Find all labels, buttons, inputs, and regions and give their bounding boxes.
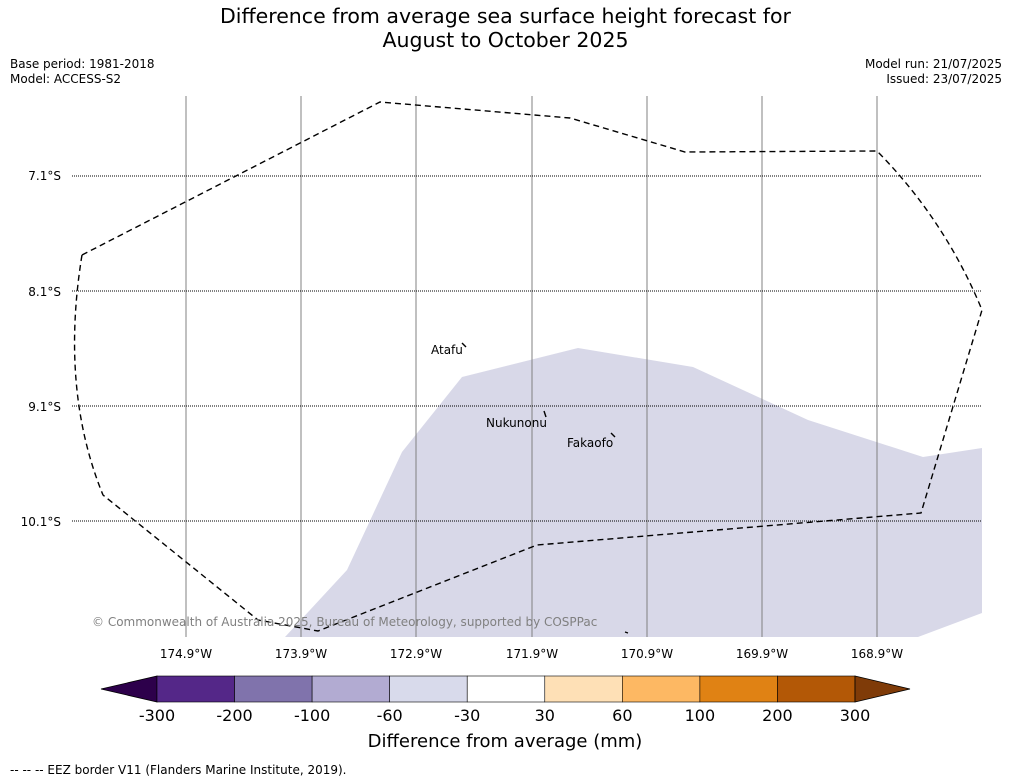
colorbar-bin bbox=[699, 675, 778, 703]
colorbar-tick-label: -60 bbox=[377, 706, 403, 725]
lon-label: 168.9°W bbox=[851, 647, 903, 661]
lon-label: 170.9°W bbox=[621, 647, 673, 661]
colorbar-extend-max bbox=[854, 675, 911, 703]
colorbar-bin bbox=[156, 675, 235, 703]
issued-date: Issued: 23/07/2025 bbox=[886, 72, 1002, 86]
nukunonu-label: Nukunonu bbox=[486, 416, 547, 430]
colorbar-tick-label: 30 bbox=[535, 706, 555, 725]
colorbar-extend-min bbox=[100, 675, 158, 703]
fakaofo-atoll-shape bbox=[610, 432, 616, 438]
atafu-label: Atafu bbox=[431, 343, 463, 357]
colorbar-tick-label: 200 bbox=[762, 706, 793, 725]
atafu-atoll-shape bbox=[461, 342, 467, 348]
colorbar-tick-label: 300 bbox=[840, 706, 871, 725]
colorbar: -300 -200 -100 -60 -30 30 60 100 200 300 Differen… bbox=[100, 675, 911, 752]
title-line-2: August to October 2025 bbox=[382, 28, 629, 52]
chart-title: Difference from average sea surface heig… bbox=[0, 4, 1011, 52]
colorbar-tick-label: 100 bbox=[685, 706, 716, 725]
colorbar-title: Difference from average (mm) bbox=[368, 731, 643, 752]
colorbar-bin bbox=[389, 675, 468, 703]
eez-border bbox=[73, 101, 983, 632]
meta-right: Model run: 21/07/2025 Issued: 23/07/2025 bbox=[865, 57, 1002, 87]
colorbar-tick-label: -30 bbox=[454, 706, 480, 725]
lon-label: 174.9°W bbox=[160, 647, 212, 661]
model-name: Model: ACCESS-S2 bbox=[10, 72, 122, 86]
colorbar-bin bbox=[466, 675, 546, 703]
lon-label: 172.9°W bbox=[390, 647, 442, 661]
colorbar-bin bbox=[544, 675, 623, 703]
copyright-notice: © Commonwealth of Australia 2025, Bureau… bbox=[92, 615, 597, 629]
lon-label: 169.9°W bbox=[736, 647, 788, 661]
colorbar-bin bbox=[777, 675, 856, 703]
sea-height-anomaly-region bbox=[285, 348, 982, 637]
colorbar-tick-label: 60 bbox=[612, 706, 632, 725]
colorbar-tick-label: -100 bbox=[294, 706, 330, 725]
lat-label: 8.1°S bbox=[28, 285, 61, 299]
nukunonu-island: Nukunonu bbox=[486, 410, 547, 430]
meta-left: Base period: 1981-2018 Model: ACCESS-S2 bbox=[10, 57, 155, 87]
atafu-island: Atafu bbox=[431, 342, 467, 357]
colorbar-tick-label: -300 bbox=[139, 706, 175, 725]
eez-legend-note: -- -- -- EEZ border V11 (Flanders Marine… bbox=[10, 763, 347, 777]
fakaofo-label: Fakaofo bbox=[567, 436, 613, 450]
lon-label: 173.9°W bbox=[275, 647, 327, 661]
fakaofo-island: Fakaofo bbox=[567, 432, 616, 450]
title-line-1: Difference from average sea surface heig… bbox=[220, 4, 791, 28]
lat-label: 10.1°S bbox=[21, 515, 61, 529]
lat-label: 9.1°S bbox=[28, 400, 61, 414]
lon-label: 171.9°W bbox=[506, 647, 558, 661]
nukunonu-atoll-shape bbox=[543, 410, 547, 418]
lat-label: 7.1°S bbox=[28, 169, 61, 183]
small-island-mark bbox=[624, 631, 629, 634]
colorbar-bin bbox=[234, 675, 313, 703]
colorbar-tick-label: -200 bbox=[216, 706, 252, 725]
base-period: Base period: 1981-2018 bbox=[10, 57, 155, 71]
model-run: Model run: 21/07/2025 bbox=[864, 57, 1002, 71]
colorbar-bin bbox=[622, 675, 701, 703]
colorbar-bin bbox=[311, 675, 390, 703]
